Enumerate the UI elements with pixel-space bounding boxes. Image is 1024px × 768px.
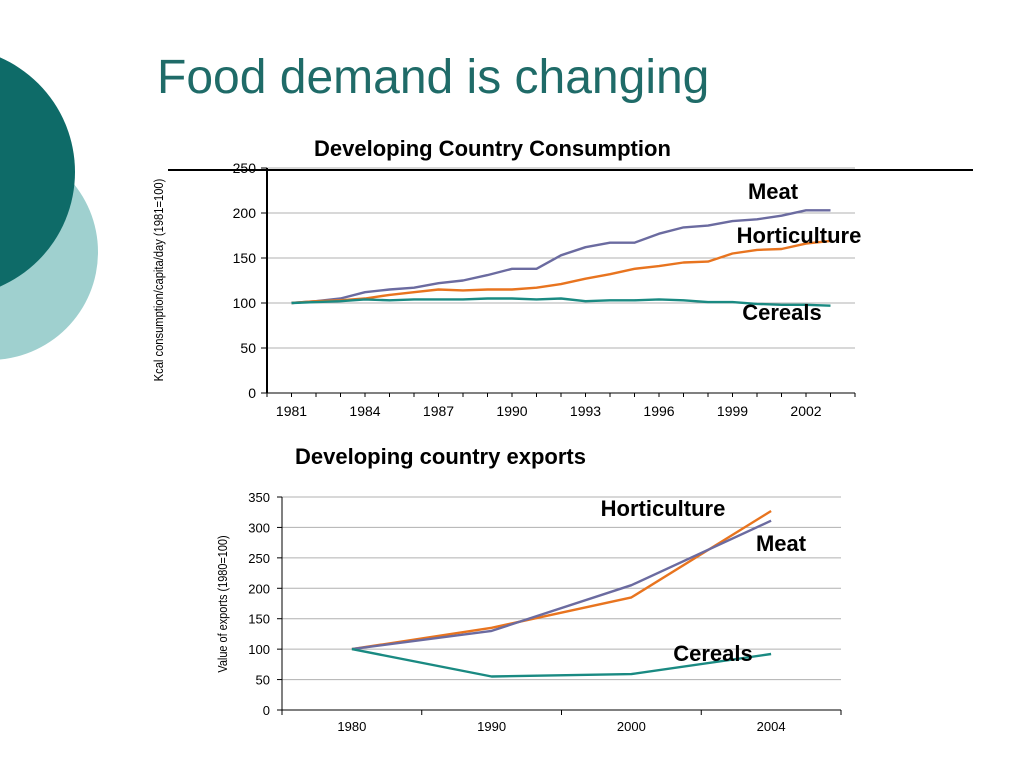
y-tick-label: 50 xyxy=(256,673,270,688)
x-tick-label: 2000 xyxy=(617,719,646,734)
y-tick-label: 250 xyxy=(248,551,270,566)
x-tick-label: 1990 xyxy=(496,403,527,419)
y-tick-label: 150 xyxy=(233,250,257,266)
x-tick-label: 1987 xyxy=(423,403,454,419)
x-tick-label: 2002 xyxy=(790,403,821,419)
y-tick-label: 250 xyxy=(233,160,257,176)
y-axis-label: Value of exports (1980=100) xyxy=(215,535,230,672)
x-tick-label: 1990 xyxy=(477,719,506,734)
series-label-meat: Meat xyxy=(748,179,799,204)
y-tick-label: 0 xyxy=(248,385,256,401)
series-line-cereals xyxy=(351,647,772,678)
title-rule xyxy=(168,169,973,171)
slide-title: Food demand is changing xyxy=(157,51,710,104)
y-tick-label: 50 xyxy=(240,340,256,356)
series-label-horticulture: Horticulture xyxy=(737,223,862,248)
x-tick-label: 1980 xyxy=(337,719,366,734)
series-line-meat xyxy=(351,519,772,651)
series-label-cereals: Cereals xyxy=(673,641,753,666)
y-tick-label: 300 xyxy=(248,520,270,535)
y-tick-label: 200 xyxy=(248,581,270,596)
series-label-meat: Meat xyxy=(756,531,807,556)
y-tick-label: 350 xyxy=(248,490,270,505)
dark-circle xyxy=(0,57,75,287)
x-tick-label: 1999 xyxy=(717,403,748,419)
consumption-chart-title: Developing Country Consumption xyxy=(314,136,671,161)
series-line-cereals xyxy=(291,297,831,307)
exports-chart-title: Developing country exports xyxy=(295,444,586,469)
x-tick-label: 2004 xyxy=(757,719,786,734)
series-line-horticulture xyxy=(291,239,831,305)
series-line-horticulture xyxy=(351,509,772,651)
x-tick-label: 1996 xyxy=(643,403,674,419)
series-label-cereals: Cereals xyxy=(742,300,822,325)
x-tick-label: 1984 xyxy=(349,403,380,419)
y-tick-label: 150 xyxy=(248,612,270,627)
x-tick-label: 1993 xyxy=(570,403,601,419)
x-tick-label: 1981 xyxy=(276,403,307,419)
y-tick-label: 100 xyxy=(248,642,270,657)
y-tick-label: 200 xyxy=(233,205,257,221)
series-line-meat xyxy=(291,209,831,305)
y-tick-label: 0 xyxy=(263,703,270,718)
y-axis-label: Kcal consumption/capita/day (1981=100) xyxy=(151,179,166,382)
y-tick-label: 100 xyxy=(233,295,257,311)
series-label-horticulture: Horticulture xyxy=(601,496,726,521)
